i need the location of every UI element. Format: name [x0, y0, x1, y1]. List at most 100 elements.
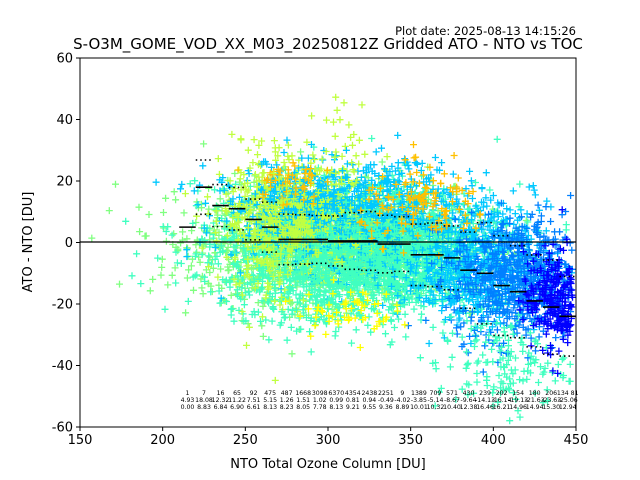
bin-mean-label: 1.02 [313, 397, 327, 404]
bin-std-label: 8.23 [280, 404, 294, 411]
bin-count-label: 7 [202, 390, 206, 397]
bin-std-label: 16.46 [476, 404, 494, 411]
y-tick-label: -20 [52, 298, 73, 313]
bin-count-label: 2438 [361, 390, 377, 397]
bin-mean-label: 5.15 [263, 397, 277, 404]
bin-mean-label: -21.63 [525, 397, 545, 404]
bin-mean-label: 18.08 [195, 397, 213, 404]
bin-count-label: 92 [250, 390, 258, 397]
bin-mean-label: 1.26 [280, 397, 294, 404]
bin-std-label: 16.21 [493, 404, 511, 411]
bin-count-label: 9 [400, 390, 404, 397]
bin-count-label: 2251 [378, 390, 394, 397]
bin-count-label: 430 [463, 390, 475, 397]
bin-mean-label: -8.67 [444, 397, 460, 404]
bin-std-label: 6.84 [214, 404, 228, 411]
bin-count-label: 65 [233, 390, 241, 397]
plot-date: Plot date: 2025-08-13 14:15:26 [395, 24, 576, 38]
bin-mean-label: -0.49 [378, 397, 394, 404]
bin-mean-label: -19.13 [508, 397, 528, 404]
bin-mean-label: -16.14 [492, 397, 512, 404]
bin-count-label: 4354 [345, 390, 361, 397]
bin-count-label: 206 [545, 390, 557, 397]
bin-std-label: 14.94 [526, 404, 544, 411]
bin-mean-label: -5.14 [427, 397, 443, 404]
bin-mean-label: 0.81 [346, 397, 360, 404]
bin-std-label: 9.21 [346, 404, 360, 411]
x-tick-label: 250 [233, 433, 258, 448]
bin-std-label: 7.78 [313, 404, 327, 411]
scatter-marks [282, 276, 409, 351]
bin-std-label: 12.38 [460, 404, 478, 411]
point-cluster-9 [416, 274, 574, 425]
bin-mean-label: 0.94 [362, 397, 376, 404]
bin-count-label: 154 [512, 390, 524, 397]
bin-count-label: 180 [529, 390, 541, 397]
bin-std-label: 12.94 [559, 404, 577, 411]
bin-std-label: 6.90 [230, 404, 244, 411]
y-tick-label: -40 [52, 359, 73, 374]
bin-mean-label: -9.64 [461, 397, 477, 404]
bin-count-label: 571 [446, 390, 458, 397]
bin-std-label: 14.96 [509, 404, 527, 411]
bin-std-label: 8.83 [197, 404, 211, 411]
y-tick-label: 40 [56, 113, 73, 128]
x-tick-label: 450 [564, 433, 589, 448]
bin-count-label: 6370 [328, 390, 344, 397]
point-cluster-11 [308, 93, 391, 198]
chart-title: S-O3M_GOME_VOD_XX_M03_20250812Z Gridded … [73, 35, 583, 54]
bin-std-label: 9.36 [379, 404, 393, 411]
bin-mean-label: -23.63 [541, 397, 561, 404]
bin-count-label: 239 [479, 390, 491, 397]
bin-std-label: 10.01 [410, 404, 428, 411]
bin-count-label: 16 [217, 390, 225, 397]
bin-mean-label: -4.02 [394, 397, 410, 404]
bin-count-label: 134 81 [557, 390, 579, 397]
bin-mean-label: -14.13 [475, 397, 495, 404]
x-axis-label: NTO Total Ozone Column [DU] [230, 457, 426, 472]
point-cluster-15 [356, 141, 484, 260]
bin-std-label: 15.30 [542, 404, 560, 411]
bin-count-label: 1 [185, 390, 189, 397]
scatter-marks [308, 93, 391, 198]
y-tick-label: 60 [56, 52, 73, 67]
x-tick-label: 300 [316, 433, 341, 448]
axes: 150 200 250 300 350 400 450 -60 -40 -20 0 20 40 60 [52, 52, 589, 449]
bin-mean-label: 12.32 [212, 397, 230, 404]
bin-std-label: 9.55 [362, 404, 376, 411]
y-axis-label: ATO - NTO [DU] [21, 192, 36, 293]
bin-mean-label: -25.06 [558, 397, 578, 404]
bin-std-label: 8.89 [396, 404, 410, 411]
y-tick-label: -60 [52, 421, 73, 436]
x-tick-label: 350 [398, 433, 423, 448]
y-tick-label: 0 [65, 236, 73, 251]
bin-std-label: 6.61 [247, 404, 261, 411]
y-tick-label: 20 [56, 175, 73, 190]
bin-mean-label: 11.22 [228, 397, 246, 404]
bin-count-label: 1668 [295, 390, 311, 397]
bin-mean-label: 4.93 [181, 397, 195, 404]
bin-count-label: 487 [281, 390, 293, 397]
point-cluster-14 [214, 130, 312, 384]
scatter-marks [356, 141, 484, 260]
point-cluster-12 [282, 276, 409, 351]
bin-count-label: 3098 [312, 390, 328, 397]
bin-std-label: 0.00 [181, 404, 195, 411]
bin-std-label: 10.40 [443, 404, 461, 411]
bin-mean-label: -3.85 [411, 397, 427, 404]
scatter-marks [416, 274, 574, 425]
bin-std-label: 8.13 [263, 404, 277, 411]
bin-std-label: 8.13 [329, 404, 343, 411]
x-tick-label: 200 [150, 433, 175, 448]
bin-count-label: 202 [496, 390, 508, 397]
x-tick-label: 150 [68, 433, 93, 448]
bin-std-label: 8.05 [296, 404, 310, 411]
x-tick-label: 400 [481, 433, 506, 448]
bin-count-label: 475 [264, 390, 276, 397]
bin-mean-label: 7.51 [247, 397, 261, 404]
bin-std-label: 10.32 [427, 404, 445, 411]
bin-count-label: 709 [430, 390, 442, 397]
bin-mean-label: 1.51 [296, 397, 310, 404]
